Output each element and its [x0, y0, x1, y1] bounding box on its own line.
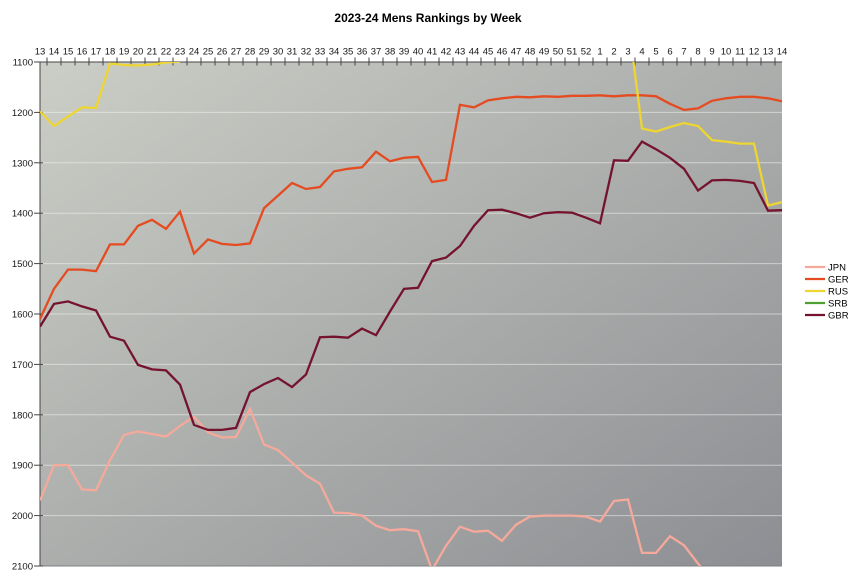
x-tick-label: 6	[667, 47, 672, 58]
x-tick-label: 47	[511, 47, 522, 58]
x-tick-label: 46	[497, 47, 508, 58]
x-tick-label: 13	[35, 47, 46, 58]
y-tick-label: 2000	[12, 511, 33, 522]
x-tick-label: 51	[567, 47, 578, 58]
x-tick-label: 20	[133, 47, 144, 58]
x-tick-label: 5	[653, 47, 658, 58]
legend-label: GER	[828, 275, 849, 286]
x-tick-label: 50	[553, 47, 564, 58]
legend-item-gbr: GBR	[805, 311, 849, 322]
x-tick-label: 24	[189, 47, 200, 58]
x-tick-label: 36	[357, 47, 368, 58]
x-tick-label: 7	[681, 47, 686, 58]
x-tick-label: 30	[273, 47, 284, 58]
x-tick-label: 34	[329, 47, 340, 58]
x-tick-label: 8	[695, 47, 700, 58]
x-tick-label: 9	[709, 47, 714, 58]
x-tick-label: 16	[77, 47, 88, 58]
x-tick-label: 41	[427, 47, 438, 58]
x-tick-label: 19	[119, 47, 130, 58]
series-line-rus	[40, 62, 782, 208]
x-tick-label: 15	[63, 47, 74, 58]
x-tick-label: 14	[777, 47, 788, 58]
x-tick-label: 13	[763, 47, 774, 58]
x-tick-label: 2	[611, 47, 616, 58]
x-tick-label: 3	[625, 47, 630, 58]
y-tick-label: 1800	[12, 410, 33, 421]
x-tick-label: 42	[441, 47, 452, 58]
x-tick-label: 18	[105, 47, 116, 58]
y-tick-label: 1100	[13, 58, 33, 69]
legend-item-ger: GER	[805, 275, 849, 286]
series-lines	[40, 62, 782, 566]
x-tick-label: 49	[539, 47, 550, 58]
x-tick-label: 35	[343, 47, 354, 58]
series-line-gbr	[40, 140, 782, 432]
y-tick-label: 1700	[12, 360, 33, 371]
x-tick-label: 31	[287, 47, 298, 58]
y-tick-label: 1500	[12, 259, 33, 270]
x-tick-label: 40	[413, 47, 424, 58]
x-tick-label: 43	[455, 47, 466, 58]
y-tick-label: 1400	[12, 209, 33, 220]
x-tick-label: 38	[385, 47, 396, 58]
legend-label: RUS	[828, 287, 848, 298]
gridlines	[40, 111, 782, 517]
y-tick-label: 2100	[12, 562, 33, 573]
series-line-ger	[40, 94, 782, 320]
y-tick-label: 1600	[12, 310, 33, 321]
legend-label: JPN	[828, 263, 846, 274]
x-tick-label: 29	[259, 47, 270, 58]
x-tick-label: 14	[49, 47, 60, 58]
y-tick-label: 1900	[12, 461, 33, 472]
x-tick-label: 28	[245, 47, 256, 58]
x-tick-label: 22	[161, 47, 172, 58]
x-axis-labels: 13 14 15 16 17 18 19 20 21 22 23 24 25 26 27 28 29 30 31 32…	[35, 47, 788, 58]
x-tick-label: 39	[399, 47, 410, 58]
x-tick-label: 45	[483, 47, 494, 58]
x-tick-label: 25	[203, 47, 214, 58]
x-tick-label: 48	[525, 47, 536, 58]
legend-item-rus: RUS	[805, 287, 848, 298]
y-tick-label: 1200	[12, 108, 33, 119]
x-tick-label: 23	[175, 47, 186, 58]
x-tick-label: 37	[371, 47, 382, 58]
chart-title: 2023-24 Mens Rankings by Week	[334, 11, 522, 25]
x-tick-label: 11	[735, 47, 745, 58]
x-tick-label: 32	[301, 47, 312, 58]
legend-label: GBR	[828, 311, 849, 322]
x-tick-label: 4	[639, 47, 644, 58]
legend-label: SRB	[828, 299, 848, 310]
x-tick-label: 1	[597, 47, 602, 58]
x-tick-label: 26	[217, 47, 228, 58]
x-tick-label: 21	[147, 47, 158, 58]
x-tick-label: 27	[231, 47, 242, 58]
x-tick-label: 44	[469, 47, 480, 58]
y-axis-labels: 1100 1200 1300 1400 1500 1600 1700 1800 1900 2000…	[12, 58, 33, 573]
x-tick-label: 12	[749, 47, 760, 58]
series-line-jpn	[40, 405, 702, 566]
y-tick-label: 1300	[12, 158, 33, 169]
x-tick-label: 17	[91, 47, 102, 58]
legend-item-jpn: JPN	[805, 263, 846, 274]
legend-item-srb: SRB	[805, 299, 848, 310]
x-tick-label: 33	[315, 47, 326, 58]
x-tick-label: 10	[721, 47, 732, 58]
x-tick-label: 52	[581, 47, 592, 58]
